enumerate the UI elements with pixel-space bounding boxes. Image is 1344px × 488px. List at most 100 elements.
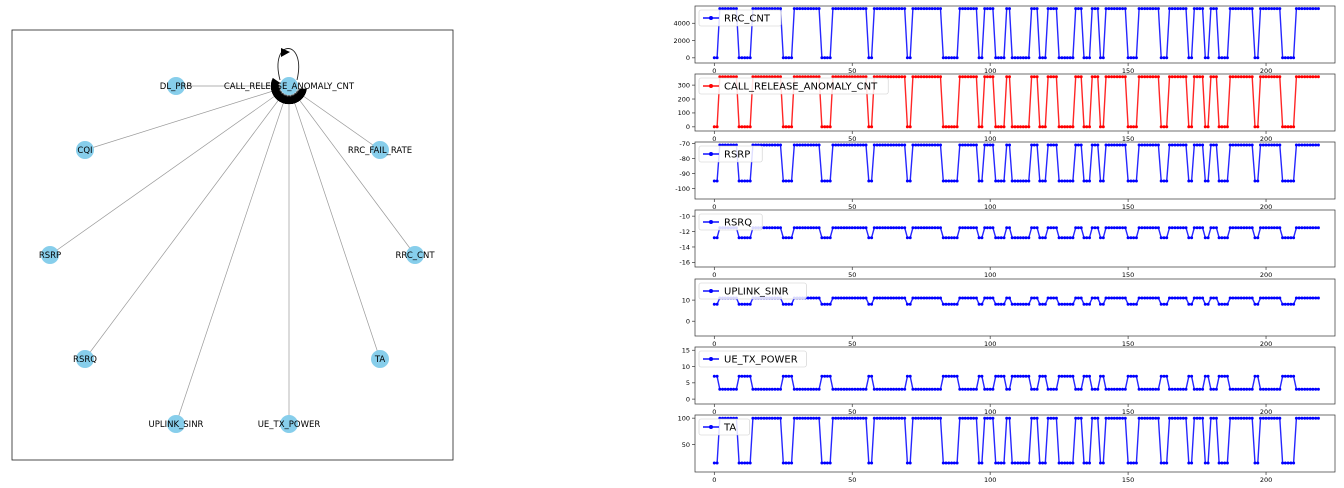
data-point [861, 387, 865, 391]
data-point [1165, 374, 1169, 378]
data-point [1145, 226, 1149, 230]
data-point [1027, 461, 1031, 465]
data-point [1126, 461, 1130, 465]
data-point [886, 7, 890, 11]
data-point [1283, 302, 1287, 306]
data-point [721, 387, 725, 391]
data-point [1041, 236, 1045, 240]
data-point [933, 416, 937, 420]
data-point [966, 387, 970, 391]
data-point [900, 416, 904, 420]
data-point [1192, 416, 1196, 420]
data-point [985, 296, 989, 300]
data-point [809, 296, 813, 300]
data-point [1148, 143, 1152, 147]
data-point [1316, 226, 1320, 230]
data-point [1281, 236, 1285, 240]
data-point [1173, 387, 1177, 391]
data-point [966, 7, 970, 11]
data-point [828, 236, 832, 240]
data-point [798, 143, 802, 147]
data-point [1236, 75, 1240, 79]
data-point [859, 7, 862, 11]
data-point [1184, 75, 1188, 79]
data-point [944, 236, 948, 240]
data-point [1104, 416, 1108, 420]
graph-frame [11, 29, 454, 461]
data-point [803, 7, 807, 11]
data-point [870, 236, 874, 240]
data-point [776, 226, 780, 230]
data-point [1140, 226, 1144, 230]
data-point [1256, 236, 1260, 240]
data-point [897, 7, 901, 11]
data-point [1206, 302, 1210, 306]
series-points-call-release-anomaly-cnt [712, 75, 1320, 129]
data-point [792, 416, 796, 420]
data-point [1259, 416, 1262, 420]
data-point [787, 374, 791, 378]
data-point [1198, 296, 1202, 300]
x-tick-label: 100 [984, 408, 996, 416]
data-point [996, 302, 1000, 306]
data-point [1294, 143, 1298, 147]
x-tick-label: 100 [984, 135, 996, 143]
data-point [842, 387, 846, 391]
data-point [1002, 374, 1006, 378]
data-point [1008, 226, 1011, 230]
data-point [1016, 56, 1020, 60]
data-point [1132, 179, 1136, 183]
data-point [1010, 56, 1014, 60]
data-point [817, 143, 821, 147]
data-point [870, 179, 874, 183]
data-point [1137, 226, 1141, 230]
data-point [1110, 143, 1114, 147]
data-point [1074, 416, 1078, 420]
y-tick-label: 300 [678, 81, 690, 89]
data-point [795, 226, 799, 230]
data-point [1134, 374, 1138, 378]
data-point [1099, 179, 1102, 183]
data-point [977, 302, 981, 306]
data-point [933, 296, 937, 300]
data-point [1195, 75, 1199, 79]
data-point [933, 387, 937, 391]
data-point [798, 7, 802, 11]
data-point [1308, 387, 1312, 391]
data-point [1090, 75, 1094, 79]
self-loop-arrowhead [281, 48, 290, 57]
data-point [908, 125, 912, 129]
x-tick-label: 0 [712, 203, 716, 211]
data-point [1090, 416, 1094, 420]
data-point [1223, 236, 1227, 240]
data-point [1013, 179, 1017, 183]
data-point [1088, 179, 1091, 183]
data-point [1093, 387, 1097, 391]
data-point [1074, 7, 1078, 11]
data-point [1275, 226, 1279, 230]
data-point [1002, 461, 1006, 465]
data-point [983, 7, 987, 11]
data-point [1316, 75, 1320, 79]
data-point [1071, 179, 1075, 183]
data-point [1176, 296, 1180, 300]
data-point [1234, 416, 1238, 420]
data-point [715, 125, 719, 129]
data-point [892, 7, 896, 11]
data-point [1267, 416, 1271, 420]
data-point [977, 179, 981, 183]
data-point [1162, 461, 1166, 465]
data-point [1096, 75, 1100, 79]
data-point [961, 416, 965, 420]
data-point [1049, 7, 1053, 11]
data-point [1085, 302, 1089, 306]
data-point [1190, 125, 1194, 129]
x-tick-label: 100 [984, 476, 996, 484]
data-point [1214, 387, 1218, 391]
data-point [1121, 226, 1125, 230]
data-point [1063, 374, 1067, 378]
data-point [787, 461, 791, 465]
data-point [947, 56, 951, 60]
data-point [930, 296, 934, 300]
data-point [768, 143, 771, 147]
